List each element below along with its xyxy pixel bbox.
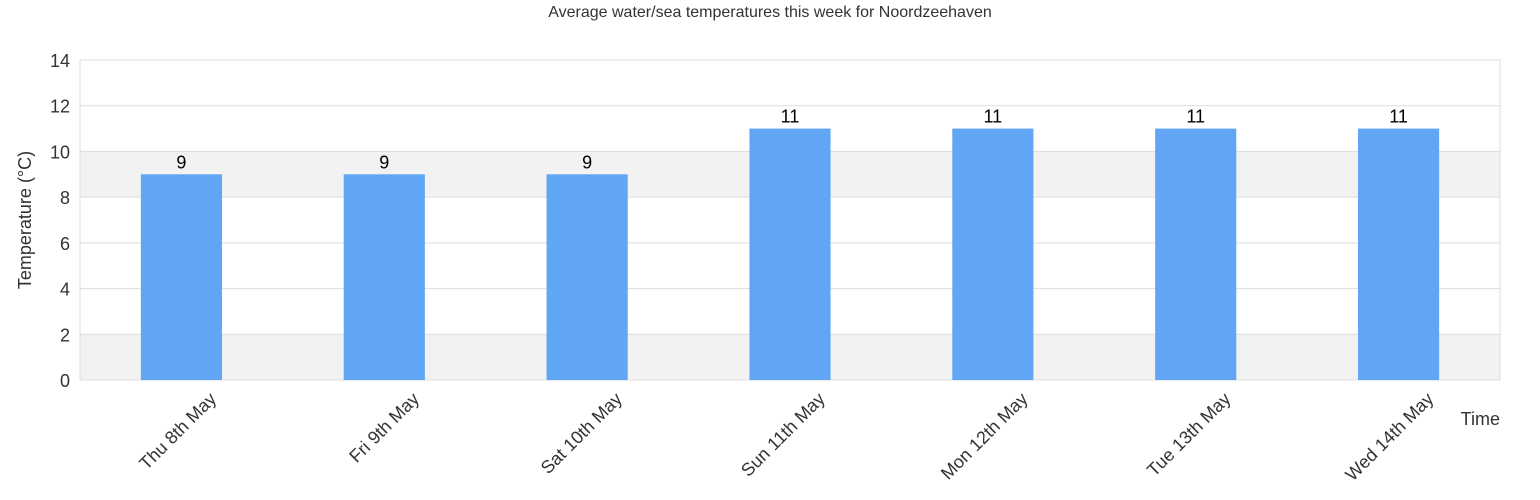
y-tick-label: 0 [60,371,70,391]
data-label: 11 [781,107,800,127]
y-axis-ticks: 0 2 4 6 8 10 12 14 [50,51,70,391]
bar [1155,128,1237,380]
background-band [80,60,1500,106]
bar [952,128,1034,380]
x-tick-label: Thu 8th May [135,389,220,474]
x-axis-ticks: Thu 8th May Fri 9th May Sat 10th May Sun 11… [135,389,1437,485]
x-tick-label: Tue 13th May [1143,389,1234,480]
x-tick-label: Sun 11th May [737,389,829,481]
y-tick-label: 10 [50,142,70,162]
x-axis-label: Time [1461,409,1500,429]
x-tick-label: Mon 12th May [937,389,1032,484]
bar [140,174,222,380]
data-label: 9 [379,152,389,172]
bar-series [140,128,1440,380]
data-label: 9 [176,152,186,172]
data-label: 9 [582,152,592,172]
y-tick-label: 8 [60,188,70,208]
x-tick-label: Sat 10th May [537,389,626,478]
x-tick-label: Fri 9th May [345,389,423,467]
bar [1358,128,1440,380]
y-tick-label: 2 [60,325,70,345]
bar [546,174,628,380]
data-labels: 9 9 9 11 11 11 11 [176,107,1407,173]
y-tick-label: 6 [60,234,70,254]
y-tick-label: 14 [50,51,70,71]
y-tick-label: 4 [60,280,70,300]
chart-title: Average water/sea temperatures this week… [548,4,992,21]
x-tick-label: Wed 14th May [1341,389,1437,485]
y-axis-label: Temperature (°C) [15,151,35,289]
bar [343,174,425,380]
bar [749,128,831,380]
y-tick-label: 12 [50,97,70,117]
data-label: 11 [1389,107,1408,127]
data-label: 11 [1186,107,1205,127]
data-label: 11 [984,107,1003,127]
